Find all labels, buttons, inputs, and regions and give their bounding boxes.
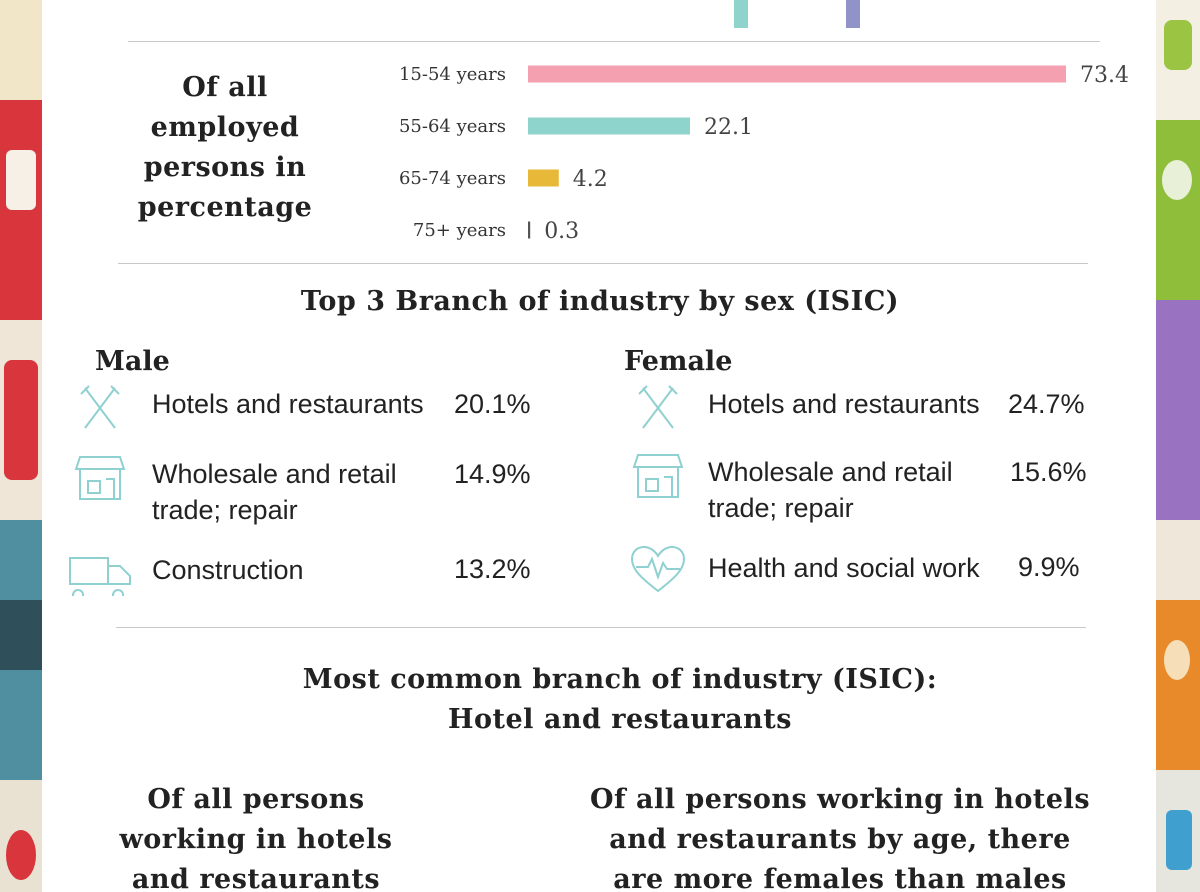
divider-chart bbox=[118, 263, 1088, 264]
male-row-1: Hotels and restaurants bbox=[68, 384, 424, 432]
male-industry-pct: 14.9% bbox=[454, 459, 531, 489]
female-industry-pct: 15.6% bbox=[1010, 457, 1087, 487]
chart-title: Of all employed persons in percentage bbox=[137, 72, 313, 223]
female-industry-label: Health and social work bbox=[708, 553, 980, 583]
storefront-icon bbox=[68, 454, 132, 502]
storefront-icon bbox=[626, 452, 690, 500]
top-partial-bar-1 bbox=[734, 0, 748, 28]
male-column-title: Male bbox=[95, 346, 170, 377]
bottom-left-text: Of all persons working in hotels and res… bbox=[119, 784, 393, 892]
male-industry-label: Construction bbox=[152, 555, 304, 585]
female-row-1: Hotels and restaurants bbox=[626, 384, 980, 432]
female-industry-label: Wholesale and retail trade; repair bbox=[708, 457, 953, 523]
top-partial-bar-2 bbox=[846, 0, 860, 28]
category-label: 15-54 years bbox=[399, 64, 506, 85]
fork-knife-icon bbox=[626, 384, 690, 432]
female-row-2: Wholesale and retail trade; repair bbox=[626, 452, 988, 526]
truck-icon bbox=[68, 550, 132, 598]
category-label: 75+ years bbox=[413, 220, 506, 241]
male-row-2: Wholesale and retail trade; repair bbox=[68, 454, 432, 528]
category-label: 65-74 years bbox=[399, 168, 506, 189]
bar-value-label: 22.1 bbox=[704, 115, 753, 140]
bar-value-label: 0.3 bbox=[544, 219, 579, 244]
age-bar bbox=[528, 221, 531, 239]
fork-knife-icon bbox=[68, 384, 132, 432]
age-bar bbox=[528, 169, 559, 187]
male-industry-label: Hotels and restaurants bbox=[152, 389, 424, 419]
divider-top3 bbox=[116, 627, 1086, 628]
top3-heading: Top 3 Branch of industry by sex (ISIC) bbox=[300, 286, 900, 317]
age-bar-chart: 15-54 years 73.4 55-64 years 22.1 65-74 year… bbox=[399, 63, 1129, 244]
left-decorative-strip bbox=[0, 0, 42, 892]
female-row-3: Health and social work bbox=[626, 545, 980, 594]
right-decorative-strip bbox=[1156, 0, 1200, 892]
female-industry-label: Hotels and restaurants bbox=[708, 389, 980, 419]
most-common-line1: Most common branch of industry (ISIC): bbox=[302, 664, 938, 695]
heartbeat-icon bbox=[626, 545, 690, 594]
divider-top bbox=[128, 41, 1100, 42]
category-label: 55-64 years bbox=[399, 116, 506, 137]
female-industry-pct: 9.9% bbox=[1018, 552, 1080, 582]
female-industry-pct: 24.7% bbox=[1008, 389, 1085, 419]
male-industry-pct: 20.1% bbox=[454, 389, 531, 419]
male-industry-label: Wholesale and retail trade; repair bbox=[152, 459, 397, 525]
most-common-line2: Hotel and restaurants bbox=[448, 704, 792, 735]
female-column-title: Female bbox=[624, 346, 733, 377]
bar-value-label: 4.2 bbox=[573, 167, 608, 192]
male-row-3: Construction bbox=[68, 550, 304, 598]
bar-value-label: 73.4 bbox=[1080, 63, 1129, 88]
age-bar bbox=[528, 117, 690, 135]
bottom-right-text: Of all persons working in hotels and res… bbox=[589, 784, 1091, 892]
age-bar bbox=[528, 65, 1066, 83]
male-industry-pct: 13.2% bbox=[454, 554, 531, 584]
